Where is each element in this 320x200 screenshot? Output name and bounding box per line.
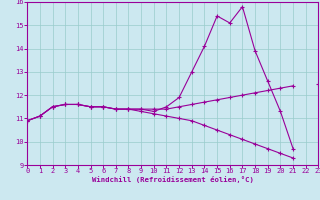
X-axis label: Windchill (Refroidissement éolien,°C): Windchill (Refroidissement éolien,°C) [92,176,254,183]
